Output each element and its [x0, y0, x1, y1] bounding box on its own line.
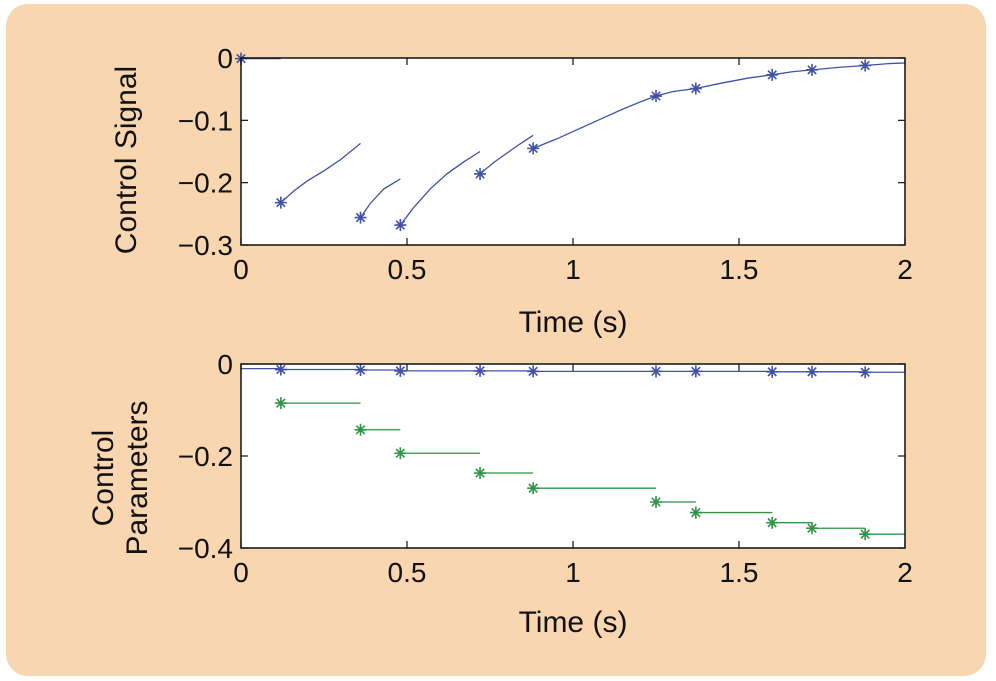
data-point-marker — [527, 142, 540, 155]
data-point-marker — [689, 82, 702, 95]
signal-line-segment — [399, 150, 481, 226]
data-point-marker — [474, 167, 487, 180]
x-tick-label: 0 — [233, 557, 249, 588]
data-point-marker — [354, 211, 367, 224]
x-tick-label: 1.5 — [720, 254, 759, 285]
y-tick-label: −0.1 — [178, 105, 233, 136]
control-signal-chart: 0 0.5 1 1.5 2 0 −0.1 −0.2 −0.3 Time (s) Control Si… — [110, 43, 913, 339]
y-axis-label-line: Control Signal — [110, 66, 143, 254]
data-point-marker — [806, 63, 819, 76]
parameter-step-line — [280, 402, 905, 535]
x-tick-label: 1 — [565, 557, 581, 588]
control-parameters-chart: 0 0.5 1 1.5 2 0 −0.2 −0.4 Time (s) ControlParamet… — [87, 349, 913, 639]
y-tick-label: −0.2 — [178, 441, 233, 472]
x-tick-label: 1 — [565, 254, 581, 285]
data-point-marker — [650, 365, 662, 378]
plot-area — [241, 58, 905, 245]
axes-frame — [240, 57, 906, 246]
x-tick-label: 0.5 — [388, 557, 427, 588]
y-axis-label: ControlParameters — [87, 400, 154, 555]
data-point-marker — [354, 423, 367, 436]
data-point-marker — [650, 496, 662, 508]
x-tick-label: 0.5 — [388, 254, 427, 285]
data-point-marker — [354, 363, 367, 376]
x-tick-label: 1.5 — [720, 557, 759, 588]
data-point-marker — [394, 219, 407, 232]
signal-line-segment — [479, 134, 534, 175]
data-point-marker — [859, 59, 872, 72]
x-tick-label: 2 — [897, 557, 913, 588]
data-point-marker — [859, 528, 872, 541]
data-point-marker — [274, 363, 287, 376]
data-point-marker — [527, 365, 540, 378]
y-tick-label: 0 — [217, 349, 233, 380]
axes-frame — [240, 363, 906, 549]
x-axis-label: Time (s) — [519, 306, 628, 339]
y-tick-label: 0 — [217, 43, 233, 74]
y-axis-label-line: Parameters — [121, 400, 154, 555]
data-point-marker — [806, 365, 819, 378]
data-point-marker — [689, 506, 702, 519]
y-tick-label: −0.2 — [178, 168, 233, 199]
data-point-marker — [766, 516, 779, 529]
y-axis-label-line: Control — [87, 430, 120, 527]
data-point-marker — [766, 365, 779, 378]
x-tick-label: 0 — [233, 254, 249, 285]
data-point-marker — [394, 364, 407, 377]
signal-line-segment — [280, 142, 361, 204]
parameter-step-line — [241, 367, 905, 373]
data-point-marker — [650, 90, 662, 103]
data-point-marker — [527, 482, 540, 495]
y-axis-label: Control Signal — [110, 66, 143, 254]
plot-area — [241, 364, 905, 548]
data-point-marker — [274, 397, 287, 410]
y-tick-label: −0.4 — [178, 533, 233, 564]
data-point-marker — [689, 365, 702, 378]
data-point-marker — [274, 196, 287, 209]
data-point-marker — [859, 366, 872, 379]
signal-line-segment — [359, 178, 401, 218]
data-point-marker — [474, 364, 487, 377]
data-point-marker — [474, 467, 487, 480]
data-point-marker — [394, 447, 407, 460]
y-tick-label: −0.3 — [178, 230, 233, 261]
data-point-marker — [766, 68, 779, 81]
data-point-marker — [806, 522, 819, 535]
x-tick-label: 2 — [897, 254, 913, 285]
x-axis-label: Time (s) — [519, 606, 628, 639]
